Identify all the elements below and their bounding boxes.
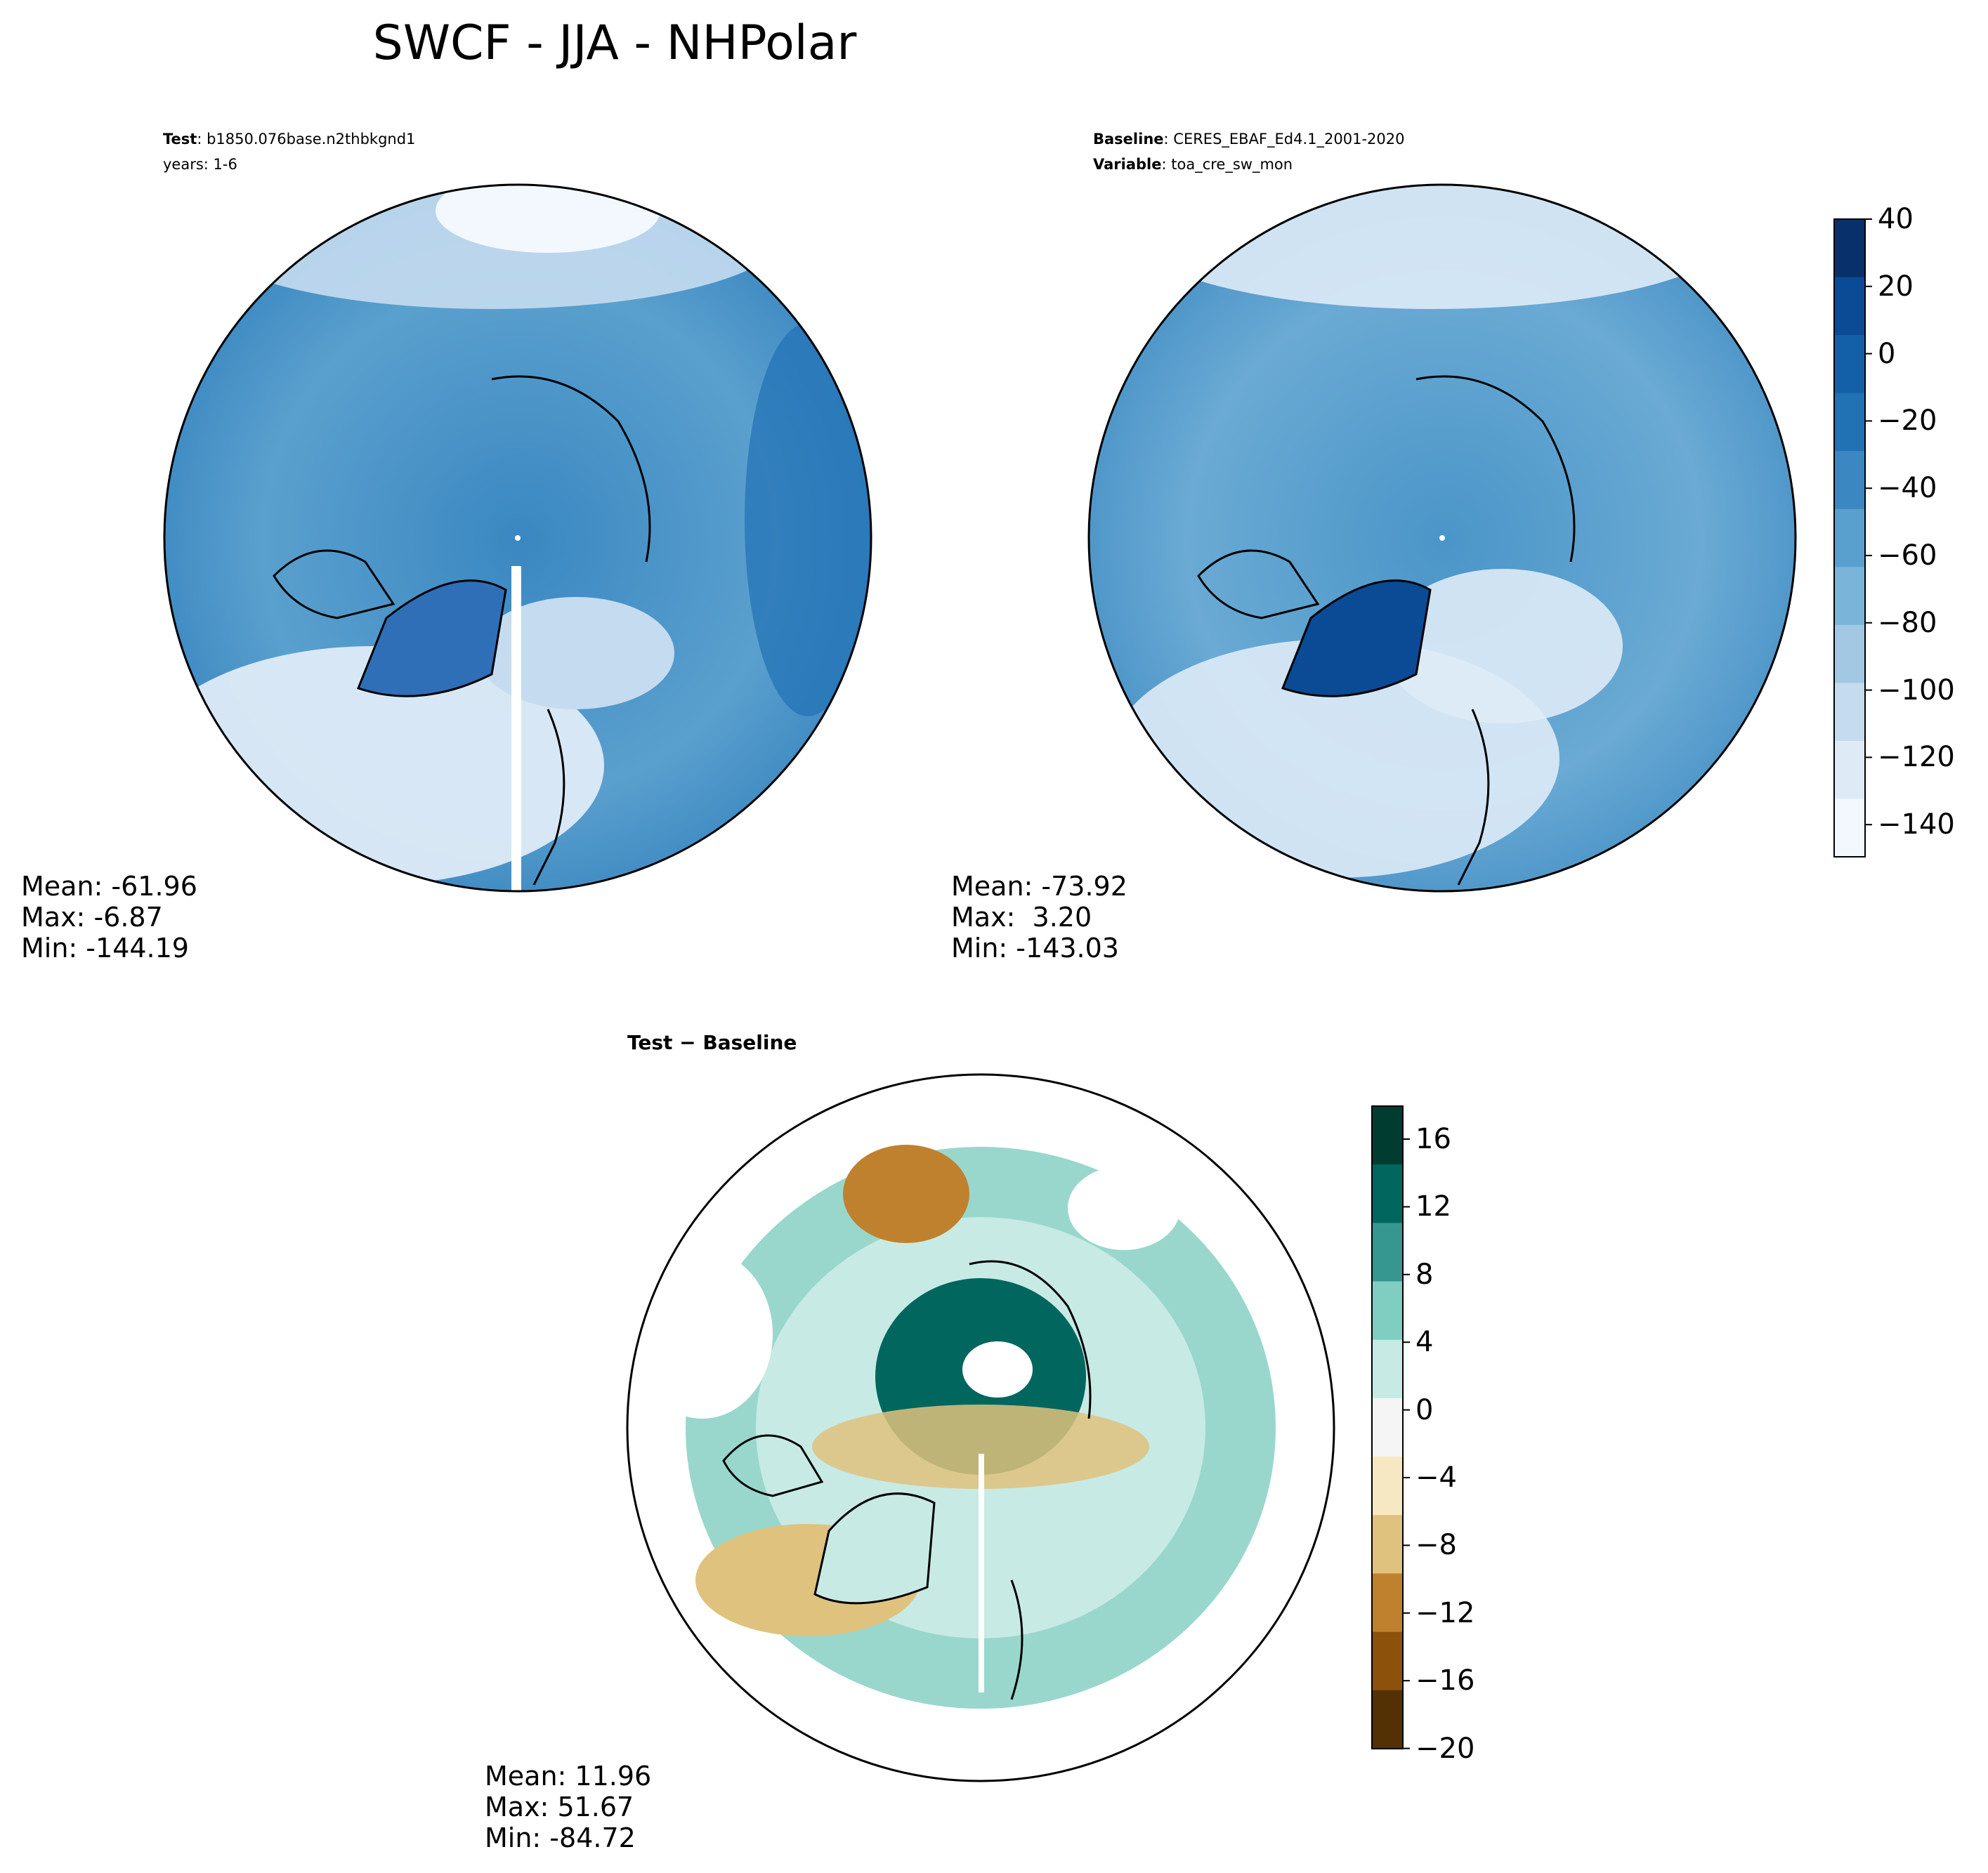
baseline-label-value: CERES_EBAF_Ed4.1_2001-2020 bbox=[1173, 131, 1405, 147]
colorbar-tick-label: −8 bbox=[1415, 1529, 1457, 1562]
baseline-max: Max: 3.20 bbox=[951, 902, 1092, 933]
colorbar-segment bbox=[1372, 1398, 1403, 1457]
colorbar-tick-label: 0 bbox=[1415, 1393, 1434, 1426]
colorbar-segment bbox=[1834, 451, 1865, 510]
colorbar-segment bbox=[1834, 624, 1865, 683]
colorbar-tick-label: 12 bbox=[1415, 1190, 1451, 1223]
difference-max: Max: 51.67 bbox=[485, 1792, 634, 1822]
colorbar-tick-label: −100 bbox=[1878, 673, 1955, 707]
colorbar-tick-label: −12 bbox=[1415, 1596, 1475, 1629]
colorbar-tick-label: 4 bbox=[1415, 1326, 1434, 1359]
baseline-stats: Mean: -73.92 Max: 3.20 Min: -143.03 bbox=[951, 871, 1127, 964]
colorbar-segment bbox=[1372, 1631, 1403, 1691]
test-max: Max: -6.87 bbox=[21, 902, 163, 933]
colorbar-tick-label: −20 bbox=[1415, 1732, 1475, 1765]
colorbar-segment bbox=[1834, 683, 1865, 742]
test-mean: Mean: -61.96 bbox=[21, 871, 197, 902]
colorbar-frame bbox=[1371, 1105, 1404, 1749]
colorbar-tick-label: −140 bbox=[1878, 808, 1955, 841]
colorbar-segment bbox=[1372, 1164, 1403, 1223]
test-map bbox=[164, 185, 871, 891]
colorbar-segment bbox=[1834, 393, 1865, 452]
colorbar-tick-label: 20 bbox=[1878, 270, 1914, 303]
baseline-min: Min: -143.03 bbox=[951, 933, 1119, 964]
colorbar-tick-label: −40 bbox=[1878, 472, 1937, 505]
test-map-frame bbox=[163, 183, 872, 893]
colorbar-tick-label: 8 bbox=[1415, 1258, 1434, 1291]
difference-stats: Mean: 11.96 Max: 51.67 Min: -84.72 bbox=[485, 1761, 651, 1853]
colorbar-segment bbox=[1372, 1281, 1403, 1341]
colorbar-segment bbox=[1372, 1573, 1403, 1633]
test-min: Min: -144.19 bbox=[21, 933, 189, 964]
colorbar-tick-label: −16 bbox=[1415, 1664, 1475, 1697]
test-label-value: b1850.076base.n2thbkgnd1 bbox=[207, 131, 416, 147]
baseline-variable-value: toa_cre_sw_mon bbox=[1171, 156, 1293, 173]
baseline-map bbox=[1089, 185, 1796, 891]
test-panel-header: Test: b1850.076base.n2thbkgnd1 years: 1-… bbox=[163, 126, 415, 177]
baseline-panel-header: Baseline: CERES_EBAF_Ed4.1_2001-2020 Var… bbox=[1093, 131, 1405, 173]
baseline-label-key: Baseline bbox=[1093, 131, 1164, 147]
baseline-variable-key: Variable bbox=[1093, 156, 1162, 173]
baseline-mean: Mean: -73.92 bbox=[951, 871, 1127, 902]
colorbar-tick-label: −20 bbox=[1878, 405, 1937, 438]
difference-colorbar bbox=[1371, 1105, 1410, 1749]
difference-panel-title: Test − Baseline bbox=[627, 1031, 797, 1054]
difference-mean: Mean: 11.96 bbox=[485, 1761, 652, 1792]
colorbar-segment bbox=[1372, 1106, 1403, 1165]
test-stats: Mean: -61.96 Max: -6.87 Min: -144.19 bbox=[21, 871, 197, 964]
colorbar-frame bbox=[1833, 218, 1866, 857]
colorbar-segment bbox=[1372, 1223, 1403, 1282]
colorbar-segment bbox=[1834, 335, 1865, 394]
colorbar-segment bbox=[1372, 1339, 1403, 1399]
main-colorbar bbox=[1833, 218, 1872, 857]
colorbar-segment bbox=[1372, 1515, 1403, 1574]
colorbar-segment bbox=[1372, 1457, 1403, 1516]
colorbar-tick-label: −80 bbox=[1878, 606, 1937, 639]
colorbar-segment bbox=[1834, 567, 1865, 626]
colorbar-segment bbox=[1834, 219, 1865, 278]
baseline-map-frame bbox=[1087, 183, 1797, 893]
difference-map-frame bbox=[626, 1073, 1335, 1782]
colorbar-segment bbox=[1834, 508, 1865, 567]
colorbar-segment bbox=[1834, 277, 1865, 336]
colorbar-tick-label: 0 bbox=[1878, 337, 1896, 370]
difference-map bbox=[627, 1074, 1334, 1781]
colorbar-segment bbox=[1834, 799, 1865, 857]
colorbar-tick-label: −60 bbox=[1878, 539, 1937, 572]
difference-min: Min: -84.72 bbox=[485, 1822, 636, 1853]
test-years: years: 1-6 bbox=[163, 156, 237, 173]
colorbar-tick-label: 40 bbox=[1878, 203, 1914, 235]
test-label-key: Test bbox=[163, 131, 197, 147]
colorbar-tick-label: −120 bbox=[1878, 741, 1955, 774]
colorbar-segment bbox=[1372, 1690, 1403, 1749]
colorbar-tick-label: −4 bbox=[1415, 1461, 1457, 1494]
colorbar-tick-label: 16 bbox=[1415, 1123, 1451, 1155]
colorbar-segment bbox=[1834, 740, 1865, 799]
figure-title: SWCF - JJA - NHPolar bbox=[372, 15, 857, 71]
